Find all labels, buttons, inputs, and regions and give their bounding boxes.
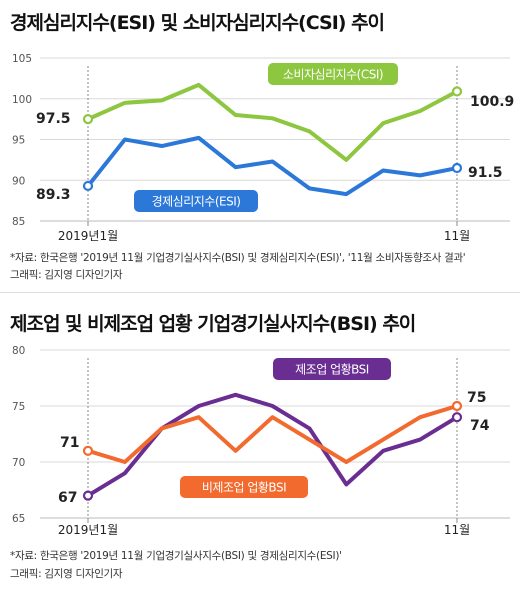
chart1-plot: 85 90 95 100 105 2019년1월 11월 97.5 100.9 소비자심리지수(C…: [12, 53, 514, 243]
chart2-series-line-0: [86, 392, 459, 498]
chart1-series-0-end-marker: [451, 86, 463, 97]
chart1-credit: 그래픽: 김지영 디자인기자: [10, 269, 123, 281]
chart2-y-tick-label: 80: [12, 345, 25, 357]
chart1-y-tick-label: 105: [12, 53, 32, 65]
chart2-series-0-end-label: 74: [470, 418, 490, 434]
chart2-legend-label-1: 비제조업 업황BSI: [202, 481, 286, 495]
chart2-series-1-end-marker: [451, 400, 463, 412]
chart1-series-line-1: [86, 135, 459, 197]
chart2-credit: 그래픽: 김지영 디자인기자: [10, 568, 123, 580]
chart1-series-1-start-marker: [82, 180, 94, 192]
chart2-series-1-start-label: 71: [60, 435, 79, 451]
chart1-source: *자료: 한국은행 '2019년 11월 기업경기실사지수(BSI) 및 경제심…: [10, 252, 466, 264]
chart2-series-0-start-label: 67: [58, 490, 77, 506]
chart1-series-1-end-marker: [451, 162, 463, 174]
chart1-legend-label-0: 소비자심리지수(CSI): [283, 68, 383, 82]
chart2-legend-pill-1: [180, 476, 308, 498]
chart2-legend-label-0: 제조업 업황BSI: [295, 363, 369, 377]
chart2-plot: 65 70 75 80 2019년1월 11월 67 74 제조업 업황BSI 71 75 비제조업 …: [12, 345, 510, 537]
chart2-title: 제조업 및 비제조업 업황 기업경기실사지수(BSI) 추이: [10, 313, 416, 335]
section-divider: [0, 292, 520, 293]
chart2-source: *자료: 한국은행 '2019년 11월 기업경기실사지수(BSI) 및 경제심…: [10, 550, 342, 562]
chart1-y-tick-label: 100: [12, 94, 32, 106]
chart1-series-0-start-marker: [82, 114, 94, 125]
chart2-series-1-end-label: 75: [467, 390, 486, 406]
chart1-y-tick-label: 85: [12, 216, 25, 228]
chart1-series-1-start-label: 89.3: [36, 187, 71, 203]
chart2-series-1-start-marker: [82, 445, 94, 456]
chart1-y-tick-label: 95: [12, 135, 25, 147]
chart2-y-tick-label: 65: [12, 513, 25, 525]
chart1-legend-pill-0: [268, 63, 398, 85]
chart1-series-1-end-label: 91.5: [468, 165, 503, 181]
chart2-series-line-1: [86, 404, 459, 464]
chart1-series-0-end-label: 100.9: [470, 94, 514, 110]
chart1-y-tick-label: 90: [12, 175, 25, 187]
chart1-legend-pill-1: [134, 190, 258, 212]
chart1-legend-label-1: 경제심리지수(ESI): [152, 195, 241, 209]
chart2-y-tick-label: 70: [12, 457, 25, 469]
chart2-x-label-start: 2019년1월: [58, 523, 118, 537]
chart1-x-label-start: 2019년1월: [58, 229, 118, 243]
chart2-y-tick-label: 75: [12, 401, 25, 413]
chart1-title: 경제심리지수(ESI) 및 소비자심리지수(CSI) 추이: [10, 12, 385, 34]
chart2-series-0-start-marker: [82, 490, 94, 501]
chart2-x-label-end: 11월: [444, 523, 470, 537]
chart2-series-0-end-marker: [451, 412, 463, 423]
chart2-legend-pill-0: [273, 358, 391, 380]
chart1-series-0-start-label: 97.5: [36, 111, 71, 127]
chart1-x-label-end: 11월: [444, 229, 470, 243]
chart1-series-line-0: [86, 82, 459, 162]
